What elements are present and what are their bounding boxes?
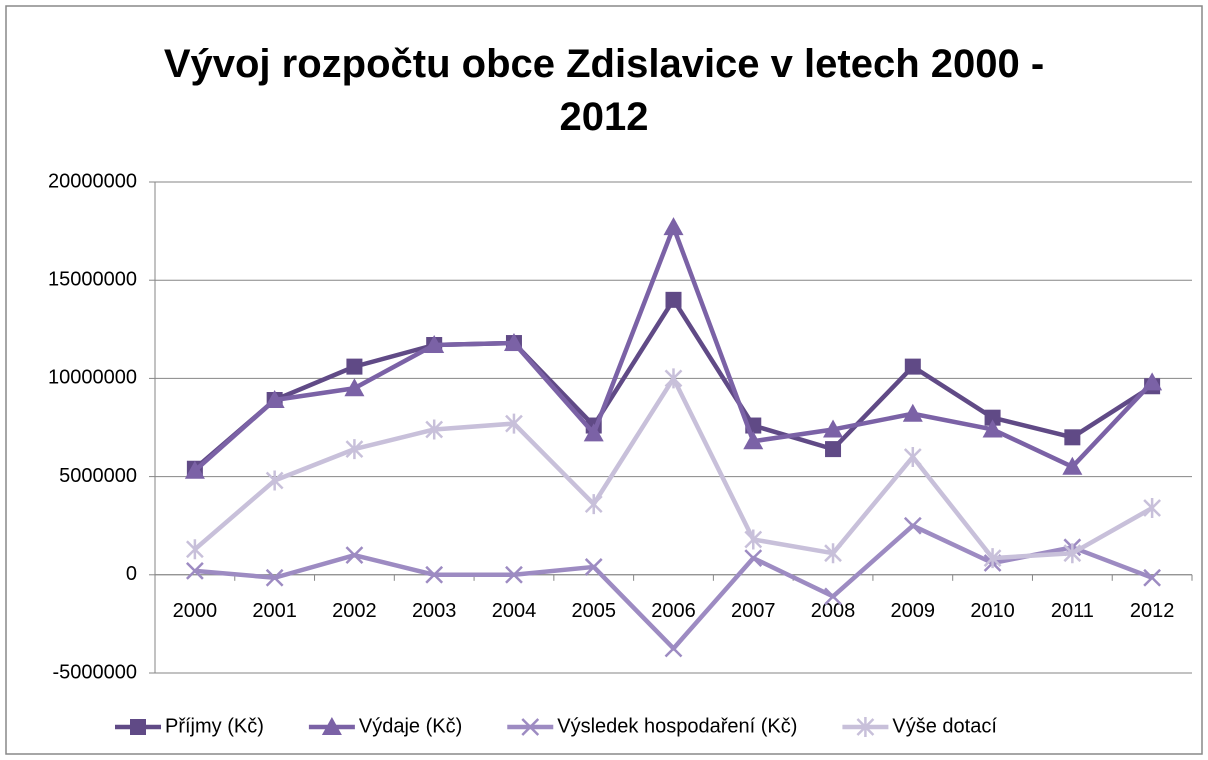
marker (186, 539, 204, 560)
x-tick-label: 2009 (891, 600, 936, 622)
marker (584, 494, 603, 515)
legend-label: Výsledek hospodaření (Kč) (557, 715, 797, 737)
marker (505, 413, 523, 434)
marker (825, 441, 842, 458)
marker (344, 378, 365, 397)
marker (265, 470, 284, 491)
marker (345, 546, 364, 565)
marker (130, 719, 146, 735)
y-tick-label: -5000000 (52, 661, 137, 683)
marker (984, 409, 1001, 426)
marker (505, 565, 523, 584)
marker (503, 333, 524, 352)
marker (823, 419, 844, 438)
marker (744, 529, 763, 550)
marker (1064, 429, 1081, 446)
marker (856, 717, 875, 737)
marker (904, 358, 921, 375)
marker (1143, 568, 1162, 587)
marker (824, 543, 842, 564)
chart-title: Vývoj rozpočtu obce Zdislavice v letech … (163, 42, 1045, 139)
marker (1063, 543, 1082, 564)
x-tick-label: 2003 (412, 600, 457, 622)
x-tick-label: 2006 (651, 600, 696, 622)
marker (584, 558, 603, 576)
marker (903, 446, 922, 467)
marker (1143, 498, 1162, 519)
marker (264, 390, 285, 409)
chart-border (5, 5, 1203, 755)
marker (265, 568, 284, 587)
y-tick-label: 10000000 (48, 367, 137, 389)
y-tick-label: 0 (126, 563, 137, 585)
marker (583, 423, 604, 442)
x-tick-label: 2004 (492, 600, 537, 622)
x-tick-label: 2002 (332, 600, 377, 622)
marker (824, 587, 842, 606)
legend-label: Výdaje (Kč) (359, 715, 462, 737)
x-tick-label: 2007 (731, 600, 776, 622)
marker (665, 291, 682, 308)
marker (425, 419, 444, 440)
y-tick-label: 5000000 (59, 465, 137, 487)
x-tick-label: 2001 (252, 600, 297, 622)
marker (346, 358, 363, 375)
marker (663, 217, 684, 236)
marker (186, 561, 204, 580)
marker (664, 368, 683, 389)
marker (902, 403, 923, 422)
x-tick-label: 2000 (173, 600, 218, 622)
x-tick-label: 2012 (1130, 600, 1175, 622)
x-tick-label: 2011 (1051, 600, 1094, 622)
x-tick-label: 2005 (571, 600, 616, 622)
x-tick-label: 2008 (811, 600, 856, 622)
marker (425, 565, 444, 584)
marker (424, 335, 445, 354)
marker (982, 419, 1003, 438)
marker (744, 549, 763, 567)
marker (903, 516, 922, 535)
legend-label: Příjmy (Kč) (165, 715, 264, 737)
marker (743, 431, 764, 450)
marker (1062, 456, 1083, 475)
y-tick-label: 15000000 (48, 268, 137, 290)
marker (184, 460, 205, 479)
marker (321, 717, 342, 735)
marker (521, 718, 540, 736)
legend-label: Výše dotací (892, 715, 997, 737)
marker (345, 439, 364, 460)
marker (983, 548, 1002, 569)
marker (1142, 372, 1163, 391)
x-tick-label: 2010 (970, 600, 1015, 622)
y-tick-label: 20000000 (48, 170, 137, 192)
marker (664, 639, 683, 658)
